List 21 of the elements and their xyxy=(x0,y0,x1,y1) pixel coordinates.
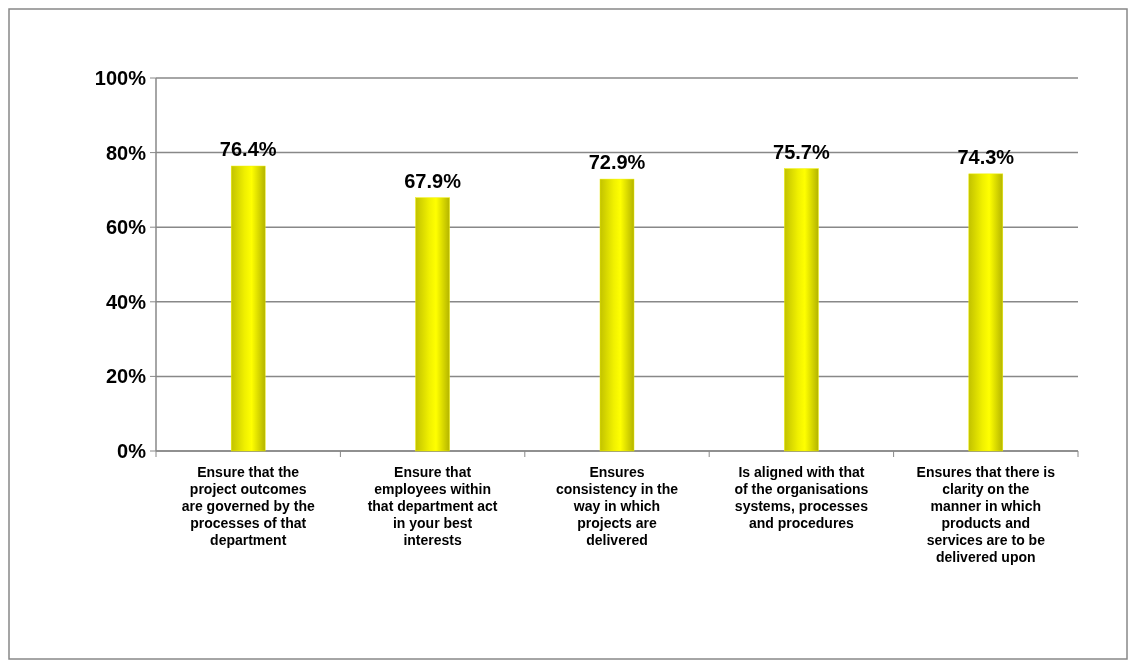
x-tick-label: Ensure that employees within that department act in your best interests xyxy=(367,464,498,548)
x-tick-label: Ensures consistency in the way in which projects are delivered xyxy=(555,464,679,548)
bar xyxy=(784,168,819,452)
data-label: 72.9% xyxy=(588,151,646,174)
data-label: 76.4% xyxy=(219,138,277,161)
y-tick-label: 100% xyxy=(94,67,147,89)
y-tick-label: 80% xyxy=(105,141,147,164)
data-label: 75.7% xyxy=(773,140,830,163)
x-tick-label: Ensure that the project outcomes are governed by the processes of that department xyxy=(181,464,315,548)
y-tick-label: 60% xyxy=(105,216,147,239)
bar xyxy=(599,178,635,452)
y-tick-label: 40% xyxy=(105,290,147,313)
data-label: 74.3% xyxy=(957,145,1015,168)
bar xyxy=(415,197,450,452)
y-tick-label: 0% xyxy=(117,440,147,462)
y-tick-label: 20% xyxy=(105,365,147,388)
data-label: 67.9% xyxy=(404,169,462,192)
bar xyxy=(968,173,1004,452)
x-tick-label: Ensures that there is clarity on the manner in which products and services are to be delivered upon xyxy=(916,464,1056,565)
bar xyxy=(230,165,266,452)
x-tick-label: Is aligned with that of the organisations systems, processes and procedures xyxy=(734,464,869,531)
